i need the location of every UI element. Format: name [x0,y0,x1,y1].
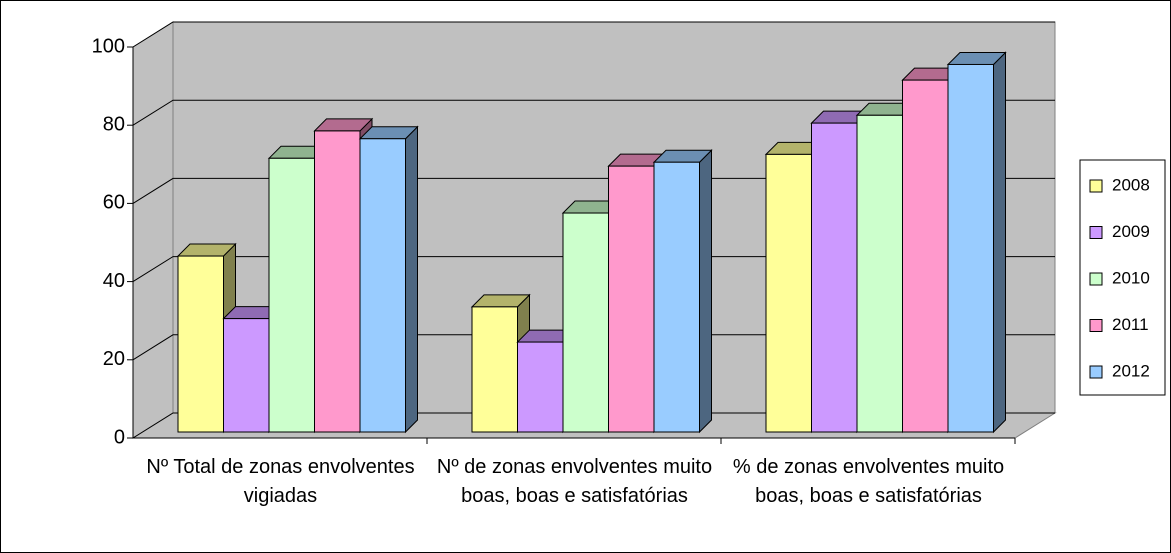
bar-side [699,149,712,434]
bar [653,161,700,433]
grid-line [132,99,1055,126]
legend-label: 2010 [1112,268,1150,287]
legend-swatch [1089,226,1103,239]
grid-line [132,177,1055,204]
grid-line [132,412,1055,439]
bar [811,122,858,433]
legend-label: 2012 [1112,361,1150,380]
grid-line [132,256,1055,283]
x-tick-label: Nº Total de zonas envolventes vigiadas [146,456,415,507]
bar [765,153,812,433]
side-wall [132,21,174,439]
x-tick-label: Nº de zonas envolventes muito boas, boas… [436,456,713,507]
y-tick-label: 60 [103,192,125,214]
bar-side [405,125,418,434]
bar [902,79,949,433]
legend-label: 2009 [1112,222,1150,241]
bar [314,130,361,433]
legend-label: 2011 [1112,315,1149,334]
bar [517,341,564,433]
bar [359,138,406,433]
bar [223,318,270,433]
legend-swatch [1089,365,1103,379]
y-tick-label: 0 [114,426,125,448]
x-tick-label: % de zonas envolventes muito boas, boas … [732,456,1005,507]
y-tick-label: 80 [103,113,125,135]
y-tick-label: 40 [103,270,125,292]
bar [947,63,994,433]
legend-swatch [1089,319,1103,332]
y-tick-label: 20 [103,348,125,370]
bar [608,165,655,433]
bar [471,306,518,433]
legend-swatch [1089,272,1103,286]
bar-side [993,51,1006,434]
bar [856,114,903,433]
grid-line [132,21,1055,48]
grid-line [132,334,1055,361]
bar [562,212,609,433]
bar [268,157,315,433]
legend-label: 2008 [1112,175,1150,194]
y-tick-label: 100 [92,35,125,57]
bar [177,255,224,433]
legend-swatch [1089,179,1103,193]
